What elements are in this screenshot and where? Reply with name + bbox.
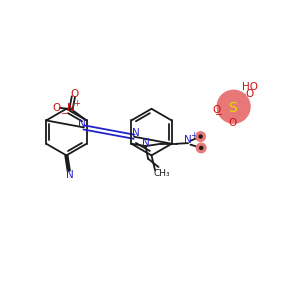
Text: +: + — [190, 131, 197, 140]
Text: N: N — [132, 128, 140, 138]
Text: N: N — [142, 138, 149, 148]
Text: CH₃: CH₃ — [153, 169, 170, 178]
Circle shape — [217, 90, 250, 123]
Circle shape — [199, 135, 202, 138]
Text: +: + — [73, 99, 80, 108]
Text: −: − — [59, 108, 67, 117]
Text: O: O — [245, 89, 253, 99]
Text: O: O — [52, 103, 61, 113]
Text: O: O — [70, 88, 78, 99]
Text: N: N — [67, 103, 75, 113]
Text: O: O — [228, 118, 236, 128]
Text: N: N — [79, 118, 86, 128]
Circle shape — [196, 132, 206, 141]
Text: O: O — [212, 105, 220, 115]
Text: HO: HO — [242, 82, 258, 92]
Circle shape — [200, 146, 203, 149]
Text: S: S — [228, 101, 236, 115]
Text: −: − — [215, 110, 223, 120]
Text: N: N — [66, 170, 74, 180]
Text: N: N — [184, 135, 192, 145]
Circle shape — [196, 143, 206, 153]
